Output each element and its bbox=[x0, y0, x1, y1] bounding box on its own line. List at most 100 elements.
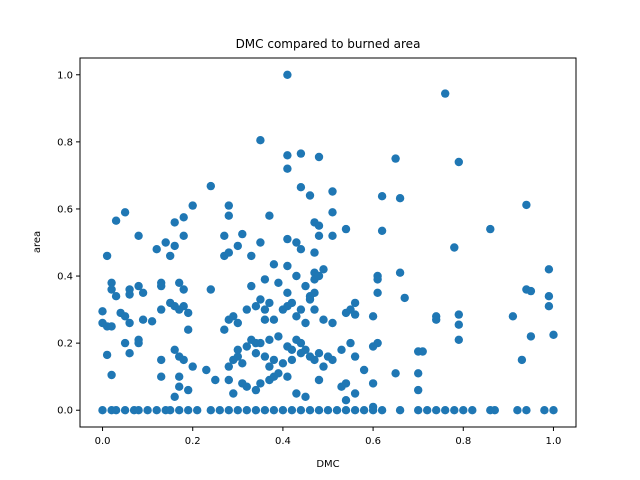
data-point-63 bbox=[107, 285, 116, 294]
data-point-139 bbox=[107, 370, 116, 380]
data-point-3 bbox=[454, 157, 463, 167]
data-point-140 bbox=[157, 355, 166, 365]
data-point-4 bbox=[283, 151, 292, 160]
data-point-226 bbox=[184, 406, 193, 415]
data-point-72 bbox=[179, 285, 188, 294]
data-point-11 bbox=[296, 183, 306, 192]
data-point-40 bbox=[233, 241, 242, 251]
data-point-76 bbox=[274, 278, 283, 287]
x-tick-label-0: 0.0 bbox=[95, 436, 111, 447]
y-tick-label-5: 1.0 bbox=[57, 70, 73, 81]
y-tick-label-1: 0.2 bbox=[57, 339, 73, 350]
data-point-116 bbox=[287, 298, 297, 308]
data-point-26 bbox=[314, 221, 324, 230]
data-point-50 bbox=[247, 251, 256, 261]
data-point-21 bbox=[265, 211, 274, 220]
data-point-0 bbox=[283, 70, 292, 80]
plot-frame bbox=[79, 57, 577, 428]
data-point-113 bbox=[269, 315, 279, 324]
data-point-61 bbox=[544, 265, 554, 274]
data-point-202 bbox=[292, 389, 301, 398]
data-point-211 bbox=[414, 369, 423, 378]
data-point-234 bbox=[260, 406, 270, 415]
data-point-108 bbox=[251, 302, 261, 311]
data-point-10 bbox=[206, 181, 215, 191]
data-point-149 bbox=[170, 392, 179, 401]
y-axis-label: area bbox=[32, 231, 43, 253]
data-point-132 bbox=[508, 312, 518, 321]
data-point-43 bbox=[296, 245, 306, 254]
data-point-197 bbox=[256, 379, 265, 388]
data-point-42 bbox=[292, 238, 301, 247]
data-point-181 bbox=[337, 345, 346, 354]
data-point-134 bbox=[120, 338, 130, 348]
data-point-15 bbox=[224, 201, 233, 210]
data-point-231 bbox=[233, 406, 242, 415]
data-point-1 bbox=[441, 89, 450, 98]
x-tick-label-5: 1.0 bbox=[546, 436, 562, 447]
data-point-102 bbox=[184, 325, 193, 334]
data-point-133 bbox=[107, 322, 116, 331]
data-point-82 bbox=[373, 288, 382, 297]
data-point-155 bbox=[233, 345, 242, 354]
data-point-23 bbox=[179, 213, 188, 222]
data-point-131 bbox=[454, 320, 463, 329]
data-point-180 bbox=[328, 355, 337, 365]
data-point-130 bbox=[454, 310, 463, 319]
data-point-83 bbox=[400, 293, 409, 303]
data-point-244 bbox=[350, 406, 360, 415]
data-point-74 bbox=[247, 281, 256, 291]
data-point-77 bbox=[283, 288, 292, 297]
data-point-243 bbox=[341, 406, 351, 415]
data-point-167 bbox=[278, 359, 288, 368]
data-point-196 bbox=[251, 385, 261, 395]
data-point-105 bbox=[229, 312, 238, 321]
points-layer bbox=[98, 70, 558, 415]
data-point-206 bbox=[341, 379, 351, 388]
y-tick-label-2: 0.4 bbox=[57, 272, 73, 283]
data-point-247 bbox=[377, 406, 387, 415]
data-point-37 bbox=[314, 231, 324, 240]
data-point-257 bbox=[490, 406, 499, 415]
data-point-254 bbox=[459, 406, 468, 415]
data-point-64 bbox=[111, 292, 121, 301]
data-point-225 bbox=[175, 406, 184, 415]
data-point-100 bbox=[179, 302, 188, 311]
data-point-183 bbox=[350, 352, 360, 361]
data-point-32 bbox=[179, 231, 188, 240]
data-point-75 bbox=[260, 275, 270, 284]
data-point-119 bbox=[301, 318, 310, 328]
data-point-71 bbox=[175, 278, 184, 287]
data-point-117 bbox=[292, 312, 301, 321]
data-point-110 bbox=[260, 305, 270, 314]
data-point-201 bbox=[283, 372, 292, 381]
data-point-147 bbox=[175, 382, 184, 391]
data-point-255 bbox=[468, 406, 477, 415]
data-point-177 bbox=[314, 349, 324, 358]
data-point-35 bbox=[283, 234, 292, 244]
data-point-222 bbox=[152, 406, 161, 415]
data-point-56 bbox=[314, 271, 324, 281]
data-point-252 bbox=[441, 406, 450, 415]
data-point-207 bbox=[350, 389, 360, 398]
data-point-191 bbox=[517, 355, 527, 365]
data-point-174 bbox=[301, 345, 310, 354]
data-point-137 bbox=[134, 338, 143, 348]
x-tick-label-2: 0.4 bbox=[275, 436, 291, 447]
data-point-220 bbox=[134, 406, 143, 415]
data-point-145 bbox=[157, 372, 166, 381]
data-point-123 bbox=[328, 318, 337, 328]
data-point-6 bbox=[283, 164, 292, 173]
x-tick-label-1: 0.2 bbox=[185, 436, 201, 447]
data-point-9 bbox=[395, 194, 405, 203]
data-point-170 bbox=[287, 355, 297, 365]
data-point-154 bbox=[233, 352, 242, 361]
y-axis: 0.0 0.2 0.4 0.6 0.8 1.0 bbox=[57, 70, 80, 417]
data-point-192 bbox=[224, 375, 233, 385]
data-point-38 bbox=[152, 245, 161, 254]
data-point-237 bbox=[287, 406, 297, 415]
data-point-20 bbox=[224, 211, 233, 220]
data-point-161 bbox=[256, 338, 265, 348]
data-point-22 bbox=[328, 208, 337, 217]
